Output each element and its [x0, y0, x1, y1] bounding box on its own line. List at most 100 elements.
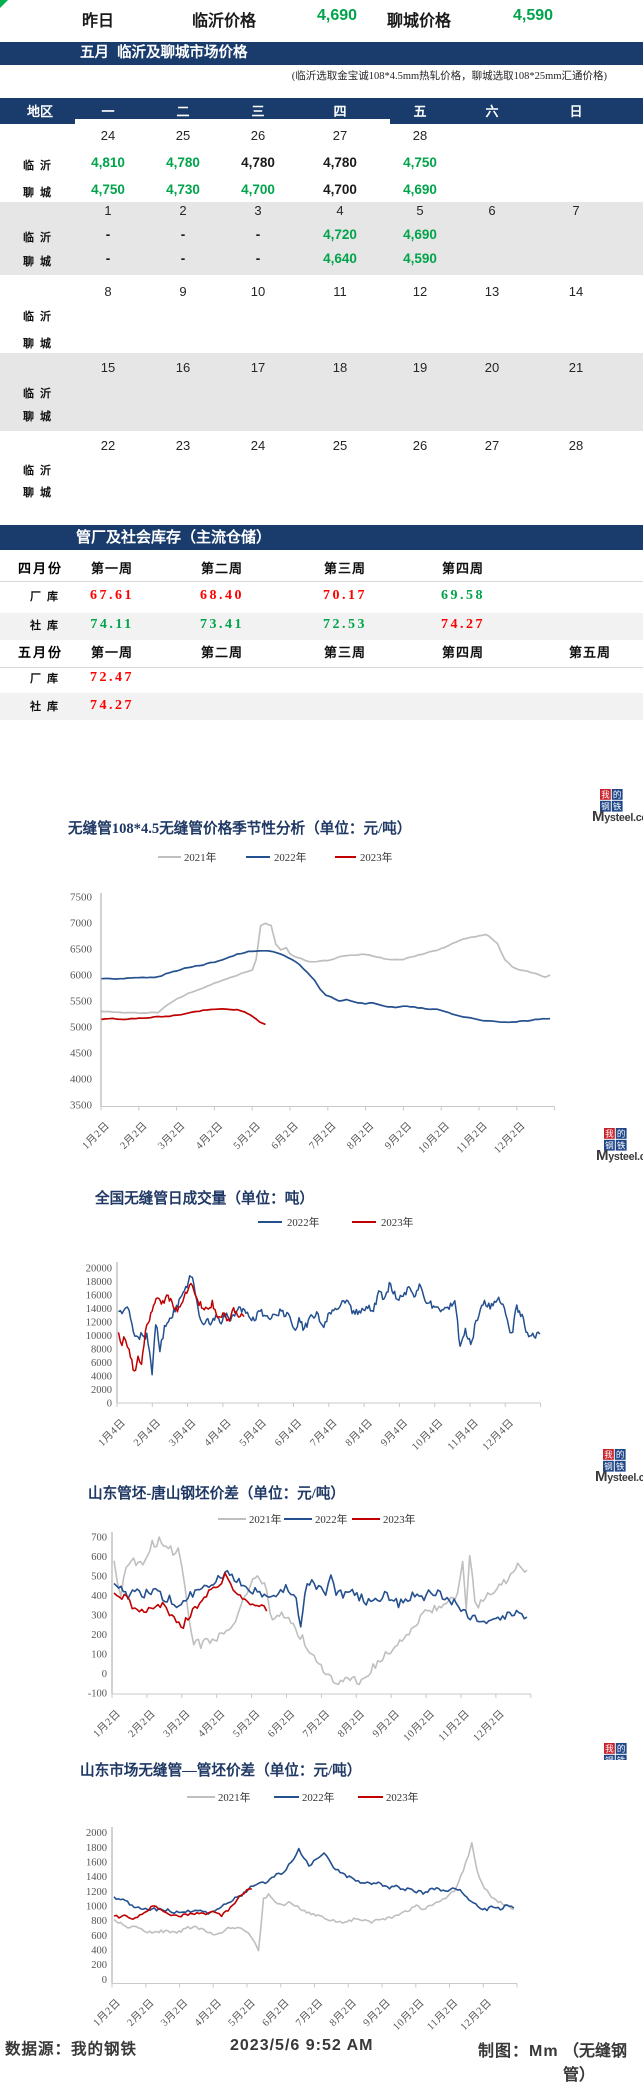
svg-text:0: 0: [102, 1669, 107, 1680]
svg-text:400: 400: [91, 1591, 107, 1602]
svg-text:1600: 1600: [86, 1858, 107, 1869]
svg-text:12月4日: 12月4日: [480, 1417, 516, 1453]
svg-text:3月4日: 3月4日: [167, 1417, 199, 1449]
svg-text:2000: 2000: [86, 1828, 107, 1839]
svg-text:2月2日: 2月2日: [118, 1120, 150, 1152]
svg-text:钢: 钢: [605, 1139, 614, 1150]
svg-text:11月4日: 11月4日: [445, 1417, 481, 1453]
svg-text:的: 的: [617, 1743, 626, 1754]
svg-text:4000: 4000: [70, 1074, 93, 1086]
svg-text:3月2日: 3月2日: [158, 1997, 190, 2029]
svg-text:6月2日: 6月2日: [260, 1997, 292, 2029]
svg-text:8月2日: 8月2日: [335, 1708, 367, 1740]
svg-text:9月2日: 9月2日: [370, 1708, 402, 1740]
svg-text:3500: 3500: [70, 1100, 93, 1112]
svg-text:200: 200: [91, 1630, 107, 1641]
svg-text:2023年: 2023年: [381, 1215, 414, 1229]
svg-text:1000: 1000: [86, 1902, 107, 1913]
svg-text:10月4日: 10月4日: [410, 1417, 446, 1453]
svg-text:12月2日: 12月2日: [492, 1120, 528, 1156]
svg-text:钢: 钢: [605, 1754, 614, 1760]
svg-text:2023年: 2023年: [386, 1790, 419, 1804]
svg-text:1月2日: 1月2日: [80, 1120, 112, 1152]
svg-text:14000: 14000: [86, 1304, 112, 1315]
svg-text:11月2日: 11月2日: [454, 1120, 490, 1156]
svg-text:400: 400: [91, 1946, 107, 1957]
svg-text:我: 我: [604, 1450, 613, 1460]
svg-text:铁: 铁: [617, 1754, 626, 1760]
svg-text:的: 的: [613, 789, 622, 800]
svg-text:的: 的: [616, 1449, 625, 1460]
svg-text:12月2日: 12月2日: [458, 1997, 494, 2033]
svg-text:200: 200: [91, 1960, 107, 1971]
svg-text:7000: 7000: [70, 918, 93, 930]
svg-text:2021年: 2021年: [249, 1512, 282, 1526]
svg-text:4000: 4000: [91, 1372, 112, 1383]
svg-text:600: 600: [91, 1552, 107, 1563]
svg-text:2022年: 2022年: [287, 1215, 320, 1229]
svg-text:8月4日: 8月4日: [343, 1417, 375, 1449]
svg-text:12月2日: 12月2日: [471, 1708, 507, 1744]
svg-text:5月2日: 5月2日: [226, 1997, 258, 2029]
svg-text:700: 700: [91, 1533, 107, 1544]
svg-text:2022年: 2022年: [274, 850, 307, 864]
svg-text:3月2日: 3月2日: [161, 1708, 193, 1740]
svg-text:5500: 5500: [70, 996, 93, 1008]
svg-text:16000: 16000: [86, 1291, 112, 1302]
svg-text:2月2日: 2月2日: [125, 1997, 157, 2029]
svg-text:的: 的: [617, 1128, 626, 1139]
svg-text:6500: 6500: [70, 944, 93, 956]
svg-text:无缝管108*4.5无缝管价格季节性分析（单位：元/吨）: 无缝管108*4.5无缝管价格季节性分析（单位：元/吨）: [67, 819, 411, 837]
svg-text:8月2日: 8月2日: [345, 1120, 377, 1152]
svg-text:1200: 1200: [86, 1887, 107, 1898]
svg-text:4月4日: 4月4日: [202, 1417, 234, 1449]
svg-text:钢: 钢: [601, 800, 610, 811]
svg-text:2月2日: 2月2日: [126, 1708, 158, 1740]
svg-text:6月2日: 6月2日: [265, 1708, 297, 1740]
svg-text:500: 500: [91, 1572, 107, 1583]
svg-text:4月2日: 4月2日: [193, 1120, 225, 1152]
svg-text:Mysteel.com: Mysteel.com: [592, 808, 643, 825]
svg-text:10月2日: 10月2日: [391, 1997, 427, 2033]
svg-text:10000: 10000: [86, 1331, 112, 1342]
svg-text:全国无缝管日成交量（单位：吨）: 全国无缝管日成交量（单位：吨）: [94, 1189, 314, 1207]
svg-text:3月2日: 3月2日: [156, 1120, 188, 1152]
svg-text:1400: 1400: [86, 1872, 107, 1883]
svg-text:7500: 7500: [70, 892, 93, 904]
svg-text:11月2日: 11月2日: [436, 1708, 472, 1744]
svg-text:10月2日: 10月2日: [401, 1708, 437, 1744]
svg-text:铁: 铁: [613, 800, 622, 811]
svg-text:2022年: 2022年: [302, 1790, 335, 1804]
svg-text:8月2日: 8月2日: [327, 1997, 359, 2029]
svg-text:铁: 铁: [617, 1139, 626, 1150]
svg-text:1800: 1800: [86, 1843, 107, 1854]
svg-text:7月2日: 7月2日: [307, 1120, 339, 1152]
svg-text:钢: 钢: [604, 1460, 613, 1471]
svg-text:0: 0: [102, 1975, 107, 1986]
svg-text:4月2日: 4月2日: [196, 1708, 228, 1740]
svg-text:100: 100: [91, 1650, 107, 1661]
svg-text:600: 600: [91, 1931, 107, 1942]
svg-text:11月2日: 11月2日: [425, 1997, 461, 2033]
svg-text:6月4日: 6月4日: [272, 1417, 304, 1449]
svg-text:7月4日: 7月4日: [308, 1417, 340, 1449]
svg-text:2023年: 2023年: [383, 1512, 416, 1526]
svg-text:7月2日: 7月2日: [293, 1997, 325, 2029]
svg-text:5000: 5000: [70, 1022, 93, 1034]
svg-text:Mysteel.com: Mysteel.com: [596, 1147, 643, 1164]
svg-text:9月4日: 9月4日: [378, 1417, 410, 1449]
svg-text:6000: 6000: [70, 970, 93, 982]
svg-text:2021年: 2021年: [184, 850, 217, 864]
svg-text:18000: 18000: [86, 1277, 112, 1288]
svg-text:12000: 12000: [86, 1318, 112, 1329]
svg-text:2021年: 2021年: [218, 1790, 251, 1804]
svg-text:300: 300: [91, 1611, 107, 1622]
svg-text:5月2日: 5月2日: [231, 1120, 263, 1152]
svg-text:0: 0: [107, 1399, 112, 1410]
svg-text:我: 我: [605, 1744, 614, 1754]
svg-text:山东管坯-唐山钢坯价差（单位：元/吨）: 山东管坯-唐山钢坯价差（单位：元/吨）: [88, 1485, 345, 1502]
svg-text:20000: 20000: [86, 1264, 112, 1275]
svg-text:-100: -100: [88, 1689, 107, 1700]
svg-text:4月2日: 4月2日: [192, 1997, 224, 2029]
svg-text:Mysteel.com: Mysteel.com: [595, 1468, 643, 1485]
